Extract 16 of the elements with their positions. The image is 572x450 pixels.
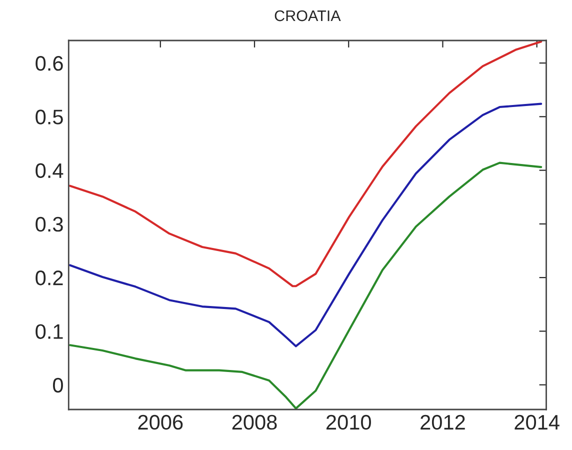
y-tick-label: 0.4: [36, 163, 64, 178]
x-tick-label: 2014: [514, 414, 560, 430]
chart-title: CROATIA: [274, 10, 341, 22]
line-series: [69, 40, 542, 288]
y-tick-label: 0.6: [36, 56, 63, 71]
x-tick-label: 2006: [138, 414, 183, 430]
y-tick-label: 0.3: [36, 216, 63, 232]
x-tick-label: 2008: [232, 414, 277, 430]
y-tick-label: 0.1: [36, 324, 63, 339]
y-tick-label: 0: [53, 378, 63, 393]
x-tick-label: 2012: [420, 414, 465, 430]
line-series: [69, 102, 542, 348]
x-tick-label: 2010: [326, 414, 371, 430]
y-tick-label: 0.2: [36, 270, 63, 286]
y-tick-label: 0.5: [36, 110, 63, 124]
line-series: [69, 162, 542, 410]
